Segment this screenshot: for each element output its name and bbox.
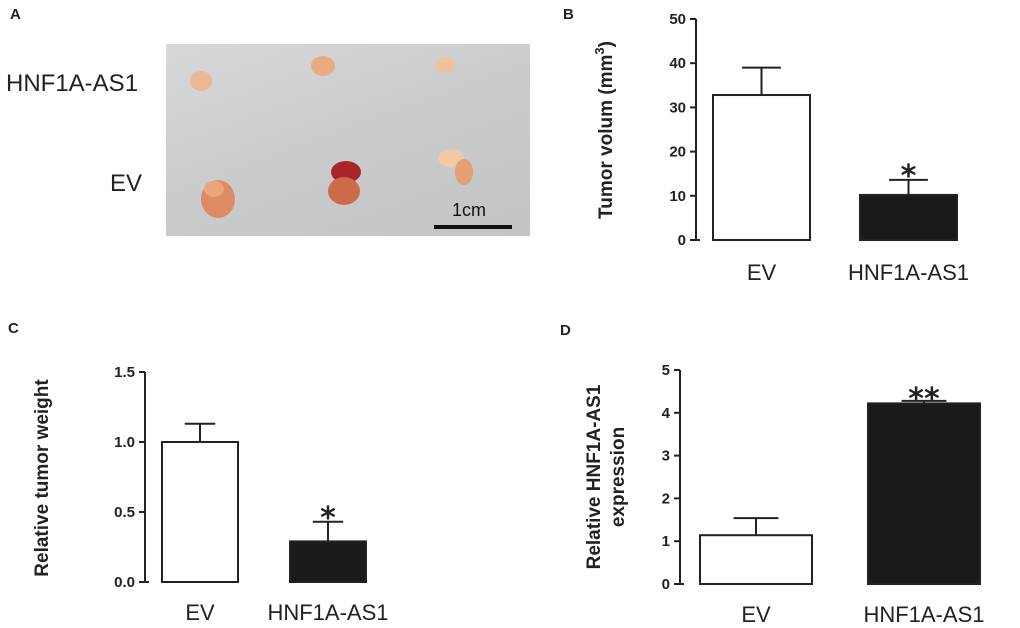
chart-d-bar-1 <box>867 402 981 585</box>
chart-b-ylabel-text: Tumor volum (mm3) <box>592 41 617 219</box>
chart-d-ytick-label-2: 2 <box>662 490 670 507</box>
scale-bar-label: 1cm <box>452 200 487 220</box>
scale-bar <box>434 225 512 229</box>
chart-b-bar-1 <box>859 193 958 241</box>
panel-letter-c: C <box>8 320 19 337</box>
tumor-top-1 <box>190 71 212 91</box>
chart-c-ytick-label-2: 1.0 <box>114 434 135 451</box>
chart-c-ytick-label-1: 0.5 <box>114 504 135 521</box>
tumor-top-2 <box>311 56 335 76</box>
tumor-bottom-1b <box>204 181 224 197</box>
chart-b-ytick-label-2: 20 <box>669 144 686 161</box>
chart-d-bar-0 <box>699 534 813 586</box>
photo-label-ev: EV <box>110 170 143 197</box>
chart-c-ytick-label-3: 1.5 <box>114 364 135 381</box>
chart-d-ytick-label-4: 4 <box>662 405 671 422</box>
chart-d-category-label-1: HNF1A-AS1 <box>863 602 984 627</box>
chart-d-ytick-label-1: 1 <box>662 533 670 550</box>
chart-b-bar-0 <box>712 94 811 241</box>
chart-b-ytick-label-3: 30 <box>669 99 686 116</box>
chart-c-category-label-1: HNF1A-AS1 <box>267 600 388 625</box>
chart-c-ylabel-text: Relative tumor weight <box>32 379 53 577</box>
chart-d-ylabel-line-1: expression <box>608 427 629 527</box>
panel-letter-d: D <box>560 322 571 339</box>
chart-d-ylabel: Relative HNF1A-AS1 expression <box>584 384 629 569</box>
chart-c-bar-1 <box>289 540 367 584</box>
tumor-bottom-2-dark <box>331 161 361 183</box>
photo-label-hnf1a-as1: HNF1A-AS1 <box>6 70 139 97</box>
tumor-photo <box>166 44 530 236</box>
chart-b-ytick-label-0: 0 <box>678 232 686 249</box>
chart-b-ytick-label-4: 40 <box>669 55 686 72</box>
panel-letter-b: B <box>563 6 574 23</box>
chart-c-significance-1: * <box>320 501 336 536</box>
chart-d-ytick-label-0: 0 <box>662 576 670 593</box>
chart-b-ylabel: Tumor volum (mm3) <box>592 41 617 219</box>
chart-b-category-label-1: HNF1A-AS1 <box>848 260 969 285</box>
chart-b-ytick-label-5: 50 <box>669 11 686 28</box>
chart-c-ytick-label-0: 0.0 <box>114 574 135 591</box>
chart-b-significance-1: * <box>901 159 917 194</box>
tumor-bottom-2 <box>328 177 360 205</box>
chart-c-bar-0 <box>161 441 239 583</box>
chart-b-ytick-label-1: 10 <box>669 188 686 205</box>
chart-d-ylabel-line-0: Relative HNF1A-AS1 <box>584 384 605 569</box>
chart-d-ytick-label-3: 3 <box>662 448 670 465</box>
chart-c-category-label-0: EV <box>185 600 215 625</box>
chart-d-significance-1: ** <box>908 382 940 417</box>
tumor-top-3 <box>435 57 455 73</box>
chart-d-ytick-label-5: 5 <box>662 362 670 379</box>
tumor-bottom-3b <box>455 159 473 185</box>
tumor-photo-drawing <box>190 56 473 218</box>
panel-letter-a: A <box>10 6 21 23</box>
chart-b-category-label-0: EV <box>747 260 777 285</box>
chart-c-ylabel: Relative tumor weight <box>32 379 53 577</box>
tumor-bottom-3a <box>438 149 464 167</box>
chart-d-category-label-0: EV <box>741 602 771 627</box>
